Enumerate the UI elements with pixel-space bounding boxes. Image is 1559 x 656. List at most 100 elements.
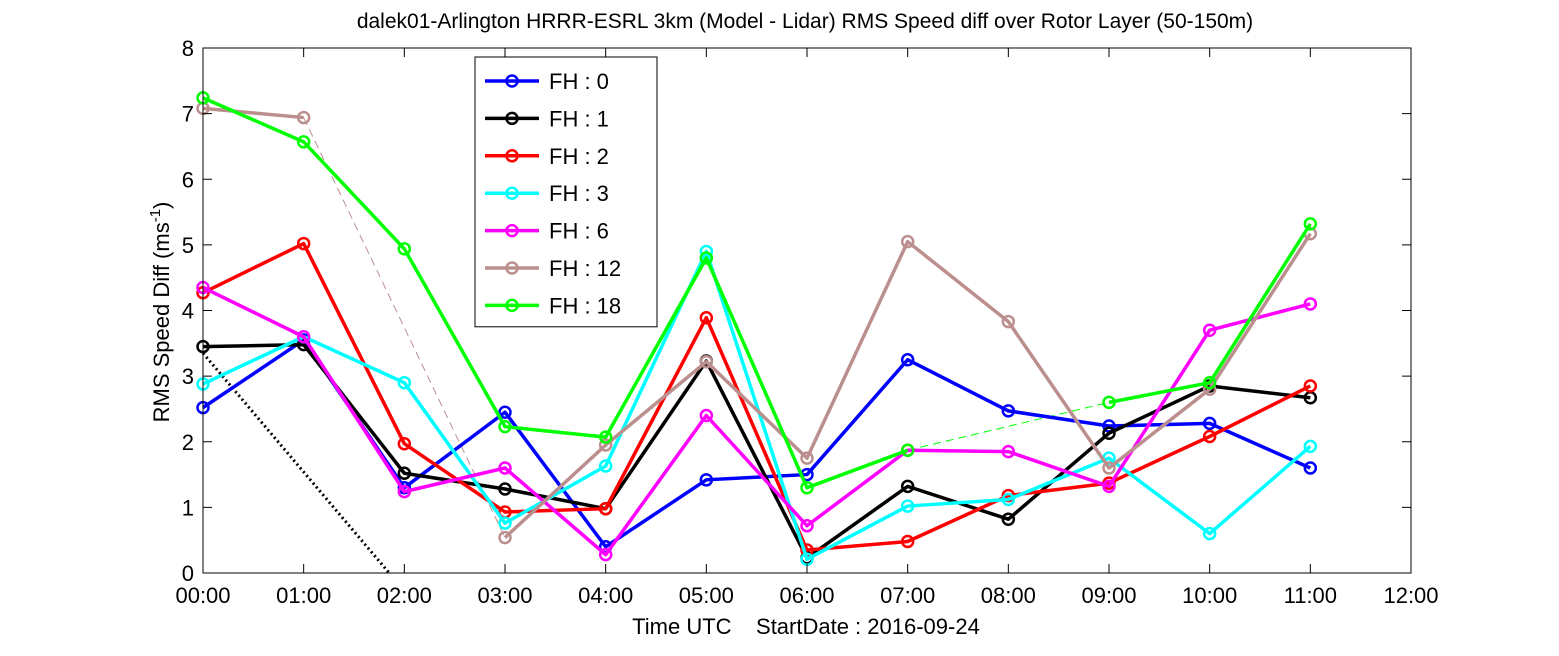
- y-tick-label: 1: [182, 495, 194, 520]
- data-point: [699, 473, 714, 487]
- x-tick-label: 09:00: [1081, 583, 1136, 608]
- data-point: [1202, 526, 1217, 541]
- series-line: [202, 249, 1312, 561]
- x-tick-label: 04:00: [578, 583, 633, 608]
- data-point: [397, 242, 412, 256]
- data-point: [699, 354, 714, 369]
- x-tick-label: 08:00: [981, 583, 1036, 608]
- data-point: [598, 501, 613, 516]
- data-point: [598, 547, 613, 562]
- data-point: [397, 484, 412, 499]
- data-point: [900, 234, 915, 249]
- x-tick-label: 06:00: [779, 583, 834, 608]
- series-line: [1108, 222, 1312, 405]
- x-tick-label: 05:00: [679, 583, 734, 608]
- data-point: [1102, 479, 1116, 494]
- legend-label: FH : 3: [549, 181, 609, 206]
- series-line: [503, 232, 1312, 539]
- legend-label: FH : 6: [549, 219, 609, 244]
- data-point: [1001, 512, 1016, 526]
- data-point: [397, 436, 412, 451]
- x-tick-label: 03:00: [477, 583, 532, 608]
- reference-line: [201, 352, 391, 574]
- legend-marker: [505, 261, 519, 275]
- data-point: [1303, 379, 1318, 393]
- y-axis-label-end: ): [149, 202, 174, 209]
- data-point: [498, 405, 512, 419]
- data-point: [900, 443, 915, 458]
- legend-item: FH : 2: [485, 144, 609, 169]
- legend-label: FH : 12: [549, 256, 621, 281]
- data-point: [699, 310, 714, 325]
- data-point: [800, 480, 814, 495]
- data-point: [1001, 404, 1016, 418]
- data-point: [1303, 439, 1318, 454]
- reference-line: [907, 401, 1110, 451]
- legend-item: FH : 3: [485, 181, 609, 206]
- x-tick-label: 11:00: [1284, 583, 1337, 608]
- data-point: [296, 135, 311, 149]
- data-point: [1202, 323, 1217, 337]
- data-point: [498, 482, 512, 496]
- data-point: [1001, 314, 1016, 329]
- series-fh-6: [196, 280, 1318, 562]
- series-fh-2: [196, 236, 1318, 557]
- legend-item: FH : 12: [485, 256, 621, 281]
- data-point: [498, 530, 512, 545]
- data-point: [498, 516, 512, 530]
- x-tick-label: 01:00: [276, 583, 331, 608]
- data-point: [900, 499, 915, 513]
- data-point: [498, 419, 512, 434]
- data-point: [1303, 297, 1318, 311]
- plot-area: [196, 91, 1318, 574]
- data-point: [699, 408, 714, 423]
- series-line: [202, 342, 1311, 560]
- data-point: [296, 330, 311, 344]
- y-tick-label: 7: [182, 102, 194, 127]
- legend-marker: [505, 298, 519, 313]
- legend-label: FH : 0: [549, 69, 609, 94]
- y-tick-label: 3: [182, 364, 194, 389]
- legend-marker: [505, 74, 519, 88]
- legend-item: FH : 6: [485, 219, 609, 244]
- data-point: [598, 430, 613, 444]
- y-tick-label: 2: [182, 430, 194, 455]
- series-line: [202, 285, 1311, 557]
- data-point: [800, 519, 814, 533]
- x-tick-label: 12:00: [1383, 583, 1438, 608]
- data-point: [598, 438, 613, 452]
- y-tick-label: 5: [182, 233, 194, 258]
- data-point: [296, 110, 311, 125]
- x-tick-label: 00:00: [175, 583, 230, 608]
- chart-title: dalek01-Arlington HRRR-ESRL 3km (Model -…: [357, 10, 1253, 33]
- data-point: [1202, 375, 1217, 390]
- x-tick-label: 07:00: [880, 583, 935, 608]
- data-point: [1102, 426, 1116, 440]
- data-point: [1202, 429, 1217, 444]
- legend-marker: [505, 111, 519, 126]
- series-line: [202, 96, 909, 490]
- series-fh-18: [196, 91, 1318, 495]
- x-tick-label: 10:00: [1182, 583, 1237, 608]
- legend-label: FH : 2: [549, 144, 609, 169]
- data-point: [1202, 416, 1217, 431]
- data-point: [1001, 444, 1016, 459]
- data-point: [296, 236, 311, 251]
- data-point: [1102, 461, 1116, 475]
- data-point: [397, 466, 412, 480]
- data-point: [397, 375, 412, 390]
- legend-label: FH : 1: [549, 106, 609, 131]
- data-point: [800, 451, 814, 465]
- legend-marker: [505, 223, 519, 238]
- y-tick-label: 6: [182, 167, 194, 192]
- series-line: [202, 241, 1312, 552]
- legend-item: FH : 0: [485, 69, 609, 94]
- x-tick-label: 02:00: [377, 583, 432, 608]
- data-point: [1001, 492, 1016, 507]
- data-point: [498, 461, 512, 475]
- y-axis-label-sup: -1: [147, 209, 164, 222]
- data-point: [900, 479, 915, 494]
- data-point: [900, 352, 915, 367]
- legend-marker: [505, 186, 519, 200]
